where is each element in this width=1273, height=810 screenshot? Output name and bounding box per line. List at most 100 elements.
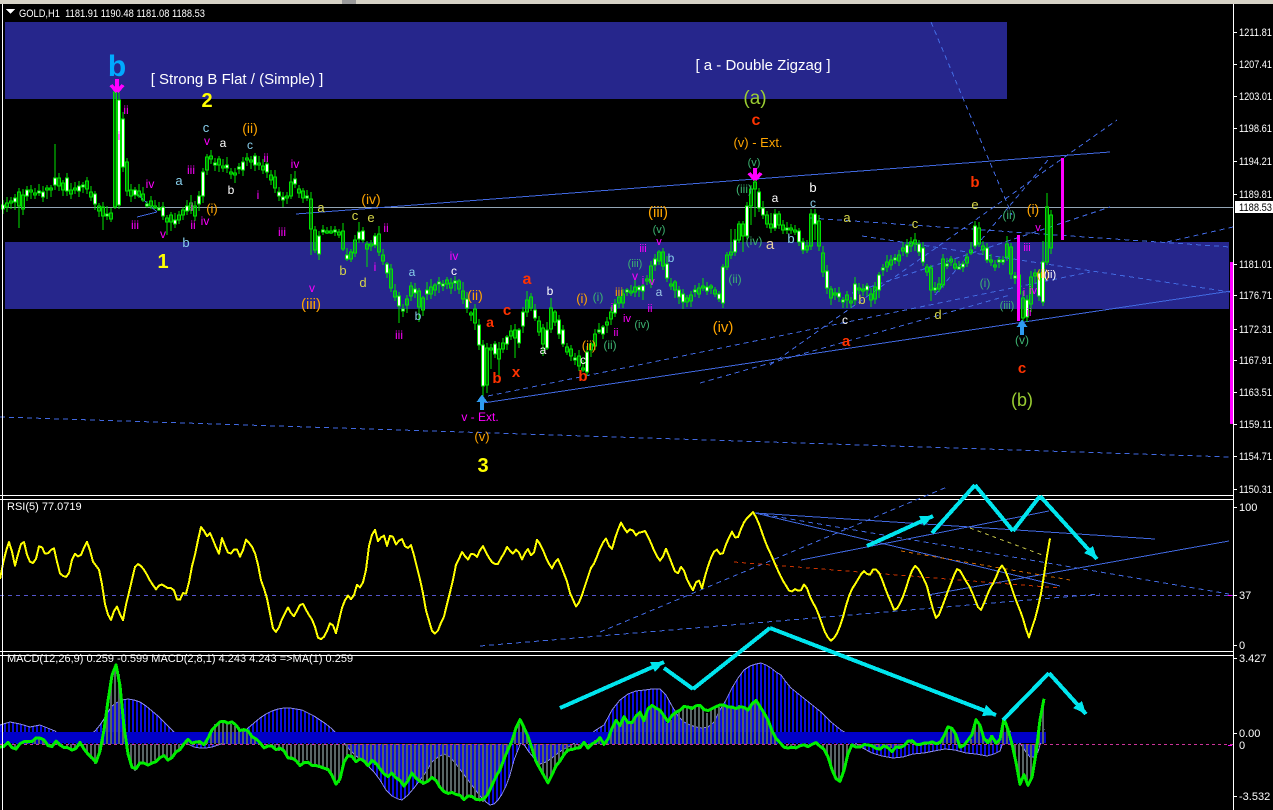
svg-text:c: c [580, 353, 586, 367]
svg-text:i: i [1023, 287, 1025, 299]
svg-text:iii: iii [395, 328, 403, 342]
svg-text:x: x [512, 364, 521, 381]
svg-text:c: c [1018, 360, 1026, 377]
svg-text:1188.53: 1188.53 [1239, 202, 1272, 214]
svg-text:ii: ii [614, 327, 619, 339]
svg-text:(iv): (iv) [713, 319, 734, 336]
svg-text:c: c [842, 313, 848, 327]
svg-text:(iv): (iv) [361, 191, 380, 207]
svg-text:b: b [228, 183, 235, 197]
svg-text:(ii): (ii) [603, 338, 616, 352]
svg-text:(b): (b) [1011, 390, 1033, 410]
svg-text:iv: iv [1029, 285, 1037, 297]
svg-text:1181.01: 1181.01 [1239, 259, 1272, 271]
svg-text:ii: ii [1027, 307, 1032, 319]
svg-text:iii: iii [639, 243, 646, 255]
svg-text:ii: ii [190, 218, 195, 232]
svg-text:a: a [772, 191, 779, 205]
svg-text:(iii): (iii) [1000, 300, 1015, 312]
svg-text:(ii): (ii) [1036, 267, 1049, 281]
svg-text:iii: iii [1023, 242, 1030, 254]
svg-text:i: i [374, 260, 377, 274]
svg-text:(ii): (ii) [582, 338, 596, 353]
svg-text:a: a [409, 265, 416, 279]
svg-text:3.427: 3.427 [1239, 653, 1267, 665]
svg-text:v: v [649, 276, 655, 288]
svg-text:a: a [486, 314, 494, 330]
svg-text:ii: ii [648, 303, 653, 315]
svg-text:iii: iii [131, 218, 139, 232]
svg-text:v: v [1035, 222, 1041, 234]
svg-text:1176.71: 1176.71 [1239, 290, 1272, 302]
svg-text:MACD(12,26,9) 0.259 -0.599 MA: MACD(12,26,9) 0.259 -0.599 MACD(2,8,1) 4… [7, 653, 353, 665]
svg-text:(ii): (ii) [728, 272, 741, 286]
svg-text:b: b [809, 180, 816, 195]
svg-text:(i): (i) [576, 291, 588, 306]
svg-text:(v): (v) [1015, 333, 1029, 347]
svg-text:(iii): (iii) [628, 258, 643, 270]
svg-text:d: d [359, 275, 366, 290]
svg-text:b: b [108, 50, 126, 83]
svg-text:a: a [523, 271, 532, 288]
svg-text:ii: ii [123, 103, 128, 117]
svg-text:b: b [182, 235, 189, 250]
svg-text:a: a [656, 285, 663, 299]
svg-text:1203.01: 1203.01 [1239, 91, 1272, 103]
svg-text:iii: iii [187, 163, 195, 177]
svg-text:[ Strong B Flat / (Simple) ]: [ Strong B Flat / (Simple) ] [151, 71, 324, 88]
svg-text:v: v [632, 269, 638, 283]
svg-text:(iv): (iv) [634, 319, 649, 331]
svg-text:iii: iii [278, 225, 286, 239]
svg-text:3: 3 [477, 455, 488, 477]
svg-text:c: c [451, 264, 457, 278]
svg-text:b: b [787, 231, 794, 246]
svg-text:b: b [415, 309, 422, 323]
svg-text:1189.81: 1189.81 [1239, 189, 1272, 201]
svg-text:i: i [191, 200, 194, 214]
svg-text:GOLD,H1 1181.91 1190.48 1181.: GOLD,H1 1181.91 1190.48 1181.08 1188.53 [19, 8, 205, 20]
svg-text:1172.31: 1172.31 [1239, 324, 1272, 336]
svg-text:c: c [352, 208, 359, 223]
svg-text:b: b [547, 284, 554, 298]
svg-text:a: a [842, 333, 851, 350]
svg-text:c: c [810, 196, 816, 210]
svg-text:-3.532: -3.532 [1239, 791, 1270, 803]
svg-text:b: b [970, 174, 979, 191]
svg-text:v: v [309, 281, 315, 295]
svg-text:a: a [540, 343, 547, 357]
svg-text:(i): (i) [206, 201, 218, 216]
svg-text:a: a [220, 136, 227, 150]
svg-text:iv: iv [450, 249, 459, 263]
svg-text:c: c [203, 120, 210, 135]
svg-text:i: i [611, 302, 613, 314]
svg-text:1194.21: 1194.21 [1239, 156, 1272, 168]
svg-text:a: a [175, 173, 183, 188]
svg-text:b: b [578, 368, 587, 385]
svg-text:1207.41: 1207.41 [1239, 59, 1272, 71]
svg-text:(v): (v) [474, 429, 489, 444]
svg-text:(v): (v) [748, 157, 761, 169]
svg-text:ii: ii [383, 221, 388, 235]
svg-text:i: i [642, 275, 644, 287]
svg-text:e: e [367, 210, 374, 225]
svg-text:(a): (a) [743, 88, 766, 109]
svg-text:iv: iv [623, 313, 631, 325]
svg-text:1: 1 [157, 251, 168, 273]
svg-text:v: v [656, 236, 662, 248]
svg-text:1163.51: 1163.51 [1239, 387, 1272, 399]
svg-text:i: i [118, 129, 121, 143]
svg-text:c: c [912, 216, 919, 231]
svg-text:iv: iv [146, 177, 155, 191]
svg-text:b: b [858, 292, 865, 307]
svg-text:ii: ii [263, 151, 268, 165]
svg-text:1150.31: 1150.31 [1239, 484, 1272, 496]
svg-text:v: v [160, 227, 166, 241]
svg-text:(i): (i) [593, 290, 604, 304]
svg-text:a: a [766, 236, 775, 253]
svg-text:d: d [934, 307, 941, 322]
svg-text:(v) - Ext.: (v) - Ext. [733, 135, 782, 150]
svg-text:(ii): (ii) [467, 287, 483, 303]
svg-text:iii: iii [615, 285, 623, 299]
svg-text:c: c [752, 112, 761, 129]
svg-text:37: 37 [1239, 590, 1251, 602]
